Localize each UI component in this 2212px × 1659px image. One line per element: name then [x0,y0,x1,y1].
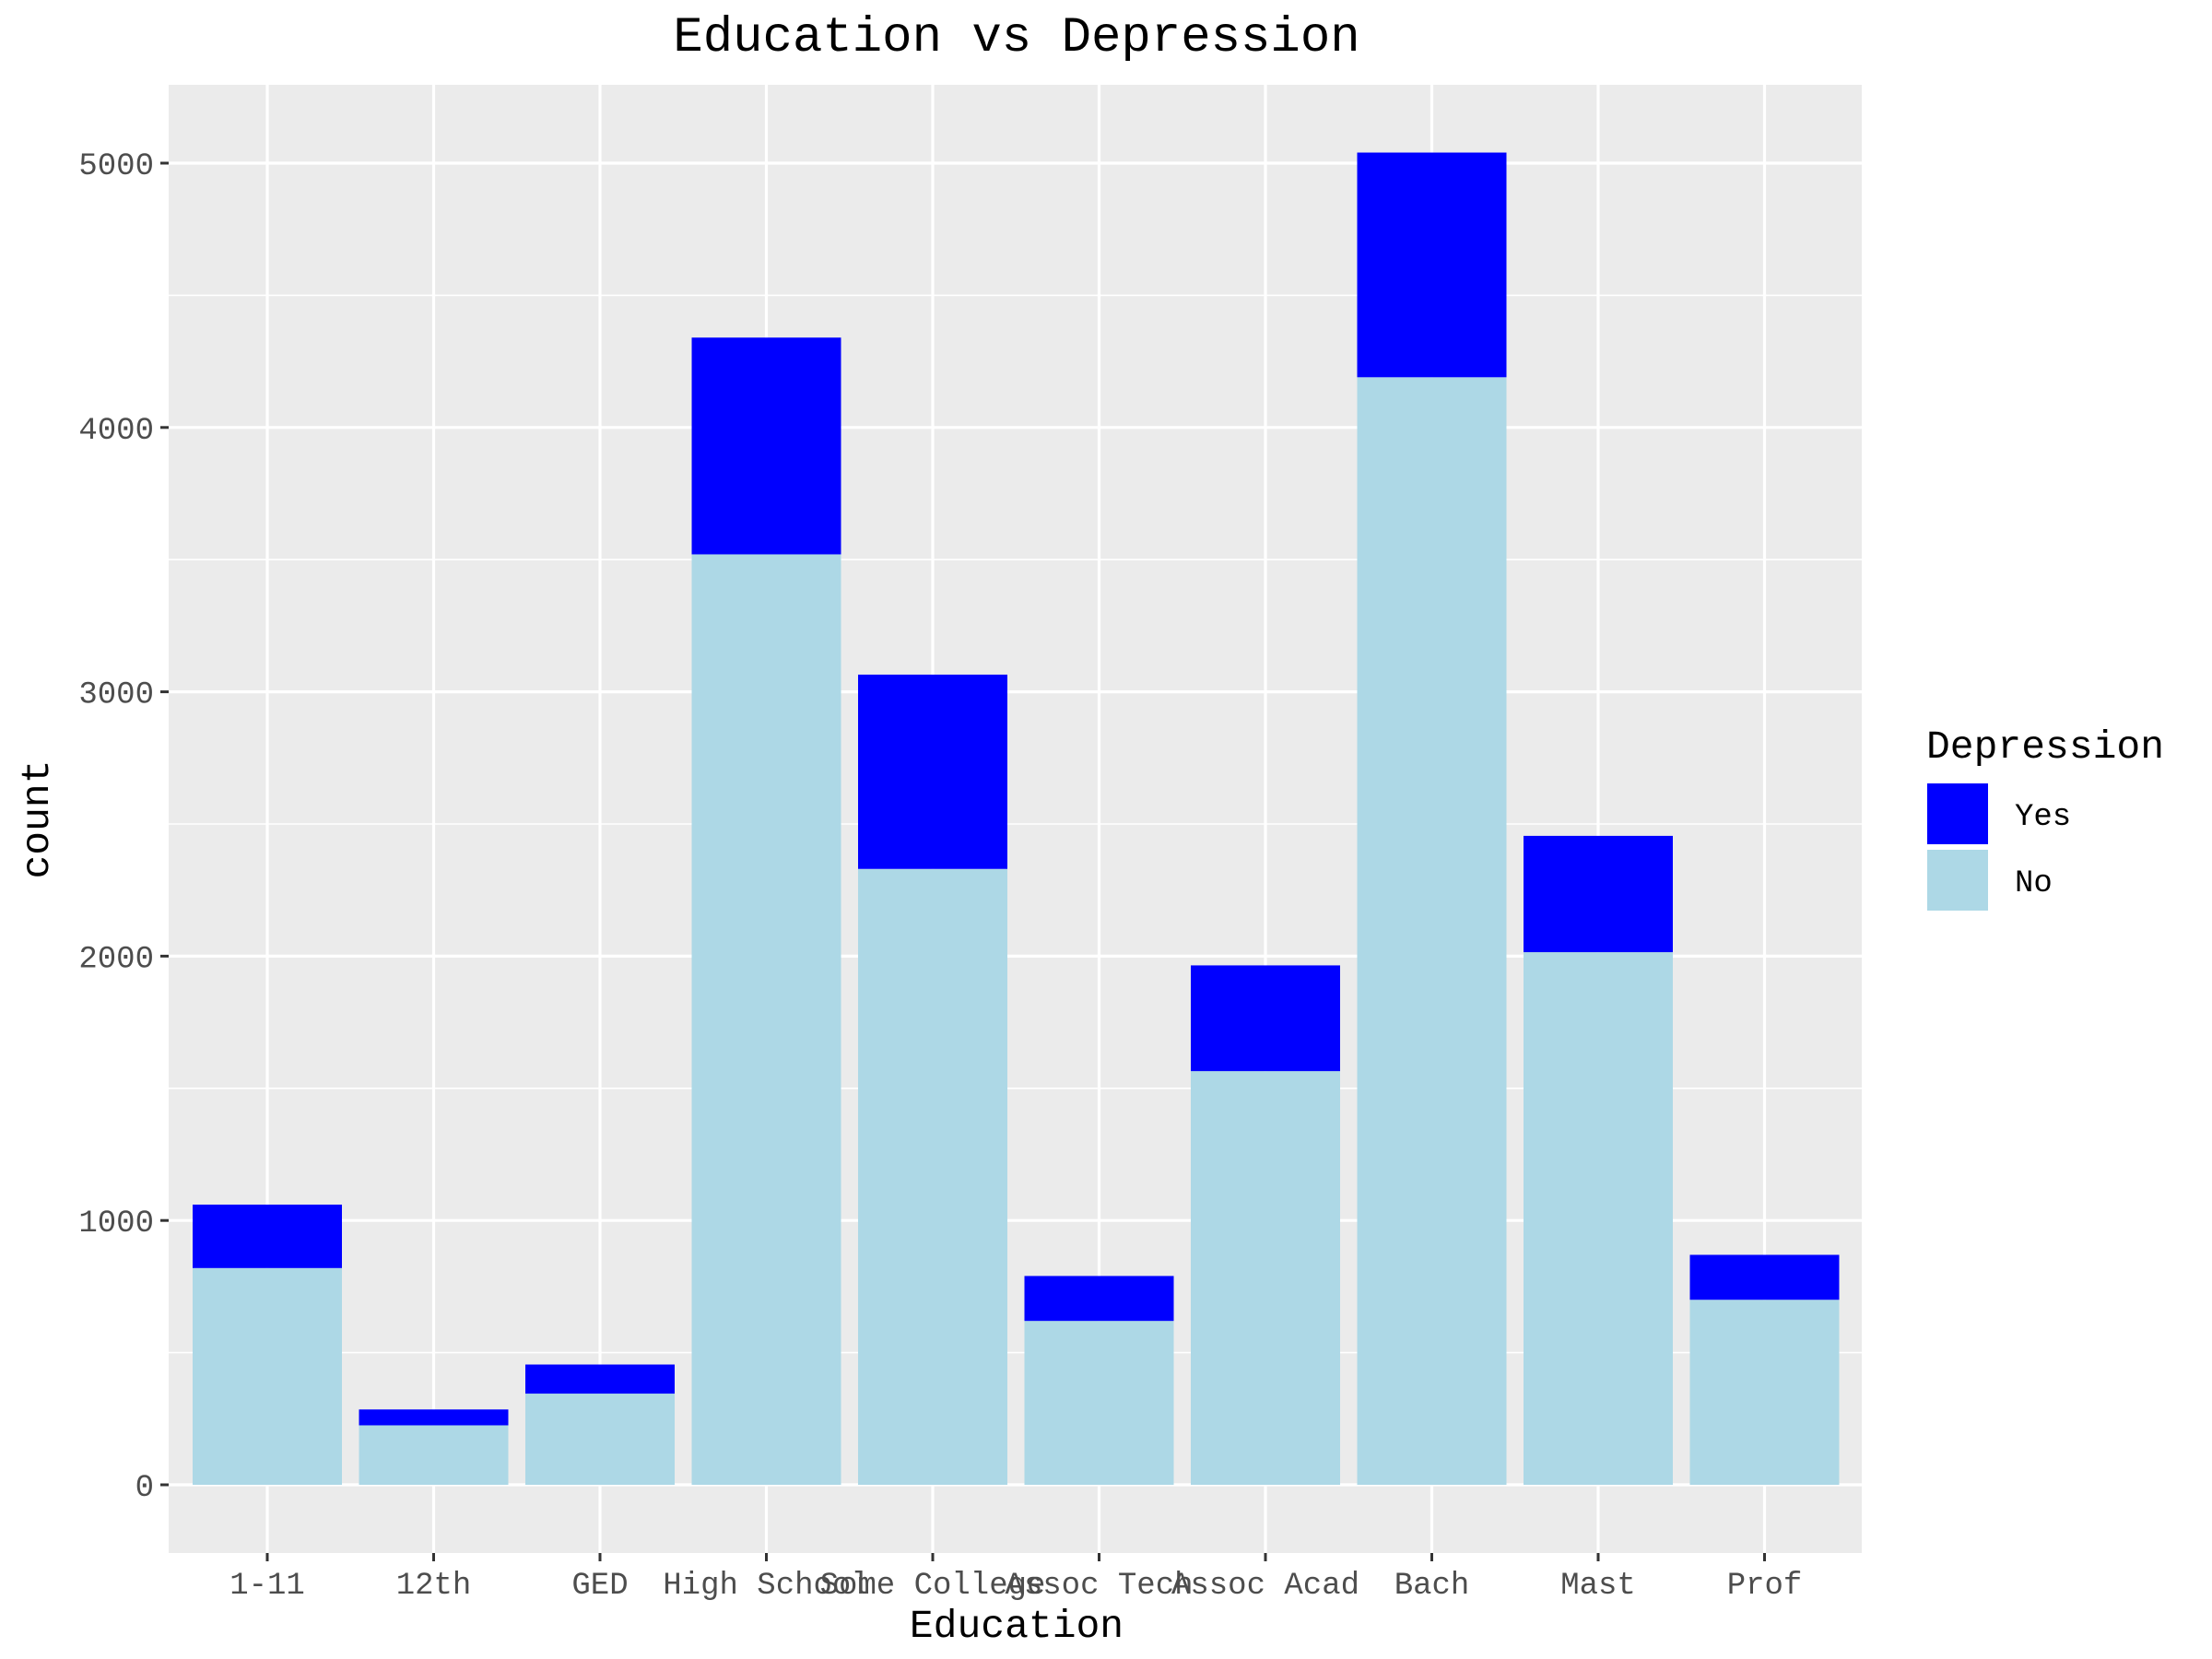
bar-yes-8 [1357,152,1507,378]
x-tick-label: Prof [1727,1569,1803,1604]
legend-items: Yes No [1925,782,2071,912]
bar-yes-2 [359,1409,509,1426]
x-tick-label: Assoc Tech [1005,1569,1193,1604]
legend-label-yes: Yes [2015,800,2071,835]
bar-no-6 [1024,1321,1174,1485]
bar-no-5 [858,868,1007,1485]
y-tick-label: 2000 [78,942,154,977]
bars [193,152,1840,1486]
y-tick-label: 0 [135,1471,154,1506]
bar-no-7 [1191,1071,1340,1485]
bar-yes-7 [1191,965,1340,1072]
x-tick-label: High School [663,1569,869,1604]
bar-no-10 [1689,1300,1840,1485]
x-tick-label: Mast [1560,1569,1636,1604]
bar-yes-10 [1689,1254,1840,1300]
bar-yes-6 [1024,1276,1174,1322]
y-tick-labels: 0 1000 2000 3000 4000 5000 [78,149,154,1506]
bar-yes-3 [525,1364,675,1394]
y-tick-label: 3000 [78,678,154,713]
bar-yes-9 [1524,835,1673,953]
x-tick-label: Assoc Acad [1171,1569,1359,1604]
legend: Depression Yes No [1925,724,2164,912]
bar-yes-1 [193,1204,342,1268]
bar-no-3 [525,1394,675,1485]
axis-ticks [160,161,1766,1561]
y-tick-label: 5000 [78,149,154,184]
y-tick-label: 1000 [78,1206,154,1241]
y-tick-label: 4000 [78,414,154,449]
bar-no-1 [193,1267,342,1485]
x-tick-label: Some College [820,1569,1046,1604]
bar-no-4 [691,554,841,1485]
bar-no-2 [359,1425,509,1485]
bar-no-8 [1357,377,1507,1486]
x-tick-label: 1-11 [229,1569,305,1604]
legend-key-yes [1925,782,1990,846]
legend-label-no: No [2015,866,2053,901]
legend-title: Depression [1926,724,2164,770]
chart-title: Education vs Depression [673,10,1359,66]
legend-key-no [1925,848,1990,912]
bar-no-9 [1524,952,1673,1485]
x-tick-label: Bach [1394,1569,1470,1604]
bar-yes-5 [858,674,1007,869]
bar-yes-4 [691,337,841,555]
x-axis-title: Education [910,1604,1124,1649]
y-axis-title: count [15,759,60,878]
x-tick-label: GED [571,1569,628,1604]
x-tick-label: 12th [396,1569,472,1604]
